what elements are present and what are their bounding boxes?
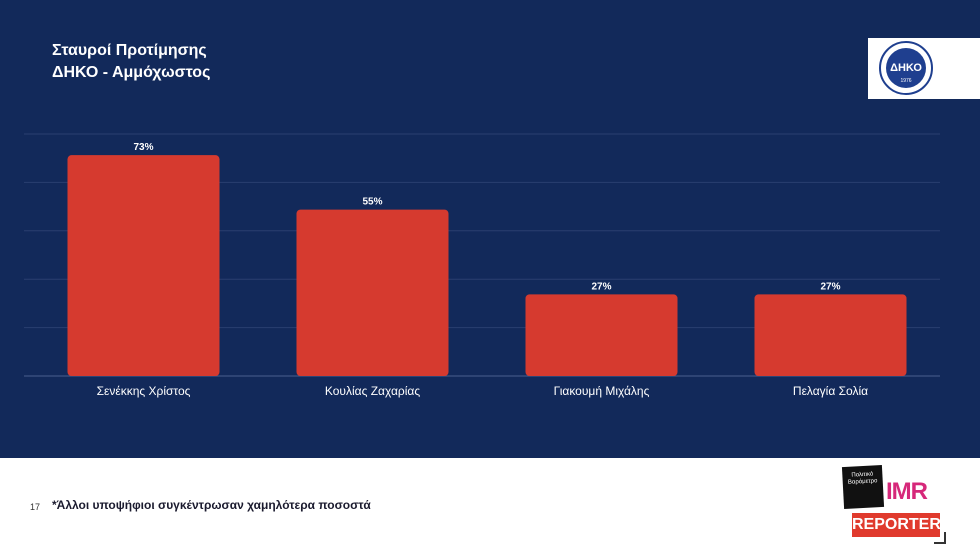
corner-mark xyxy=(934,532,946,544)
chart-title: Σταυροί Προτίμησης ΔΗΚΟ - Αμμόχωστος xyxy=(52,40,210,84)
data-label: 73% xyxy=(133,142,153,153)
data-label: 27% xyxy=(820,281,840,292)
title-line-1: Σταυροί Προτίμησης xyxy=(52,42,207,59)
title-line-2: ΔΗΚΟ - Αμμόχωστος xyxy=(52,64,211,81)
politiko-barometro-logo: Πολιτικό Βαρόμετρο xyxy=(841,464,885,510)
party-logo: ΔΗΚΟ 1976 xyxy=(868,38,980,99)
x-tick-label: Πελαγία Σολία xyxy=(793,384,868,398)
page-number: 17 xyxy=(30,502,41,512)
bar xyxy=(525,294,678,376)
bar-chart: 73% Σενέκκης Χρίστος 55% Κουλίας Ζαχαρίας 27… xyxy=(24,133,940,398)
bar xyxy=(296,209,449,376)
logo-year: 1976 xyxy=(900,78,911,84)
x-tick-label: Γιακουμή Μιχάλης xyxy=(554,384,650,398)
footer-note: *Άλλοι υποψήφιοι συγκέντρωσαν χαμηλότερα… xyxy=(52,498,371,512)
bar xyxy=(67,155,220,376)
dhko-logo-icon: ΔΗΚΟ 1976 xyxy=(879,41,933,95)
data-label: 27% xyxy=(591,281,611,292)
bar xyxy=(754,294,907,376)
logo-text: ΔΗΚΟ xyxy=(890,62,922,74)
reporter-logo: REPORTER xyxy=(852,513,941,537)
data-label: 55% xyxy=(362,197,382,208)
imr-logo: IMR xyxy=(886,478,928,505)
x-tick-label: Κουλίας Ζαχαρίας xyxy=(325,384,420,398)
x-tick-label: Σενέκκης Χρίστος xyxy=(97,384,191,398)
